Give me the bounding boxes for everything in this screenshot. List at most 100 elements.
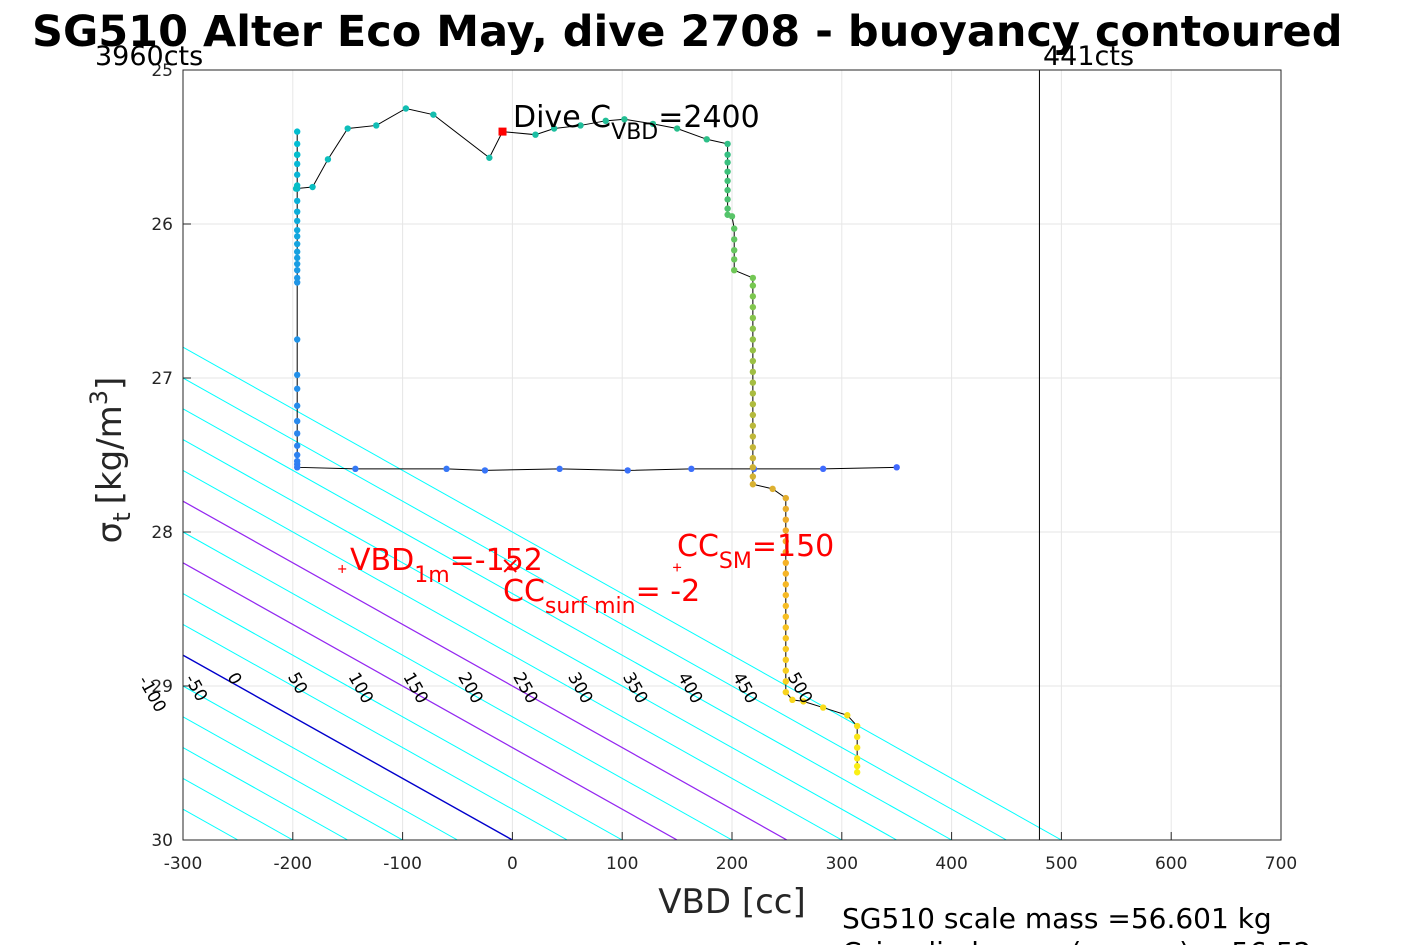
- profile-point: [724, 186, 731, 194]
- profile-point: [293, 442, 301, 449]
- profile-point: [293, 160, 301, 168]
- profile-point: [293, 451, 301, 459]
- profile-point: [782, 678, 790, 685]
- profile-point: [724, 205, 731, 212]
- profile-point: [749, 433, 757, 440]
- profile-point: [853, 744, 861, 751]
- profile-point: [749, 325, 757, 332]
- profile-point: [782, 656, 790, 664]
- x-ticks: -300 -200 -100 0 100 200 300 400 500 600 700: [164, 832, 1297, 874]
- profile-point: [293, 128, 301, 135]
- contour-line: [183, 408, 952, 840]
- profile-point: [292, 185, 300, 192]
- profile-point: [430, 111, 437, 118]
- profile-point: [293, 240, 301, 248]
- profile-point: [853, 762, 861, 770]
- profile-point: [673, 125, 681, 132]
- contour-line: [183, 346, 1062, 840]
- chart-title: SG510 Alter Eco May, dive 2708 - buoyanc…: [32, 7, 1343, 57]
- profile-point: [724, 177, 731, 185]
- profile-point: [782, 570, 790, 577]
- dive-cc-value: =2400: [658, 100, 759, 135]
- contour-line: [183, 531, 733, 840]
- y-tick-label: 26: [151, 215, 173, 235]
- profile-point: [293, 248, 301, 255]
- profile-point: [782, 591, 790, 599]
- x-tick-label: 400: [935, 854, 967, 874]
- count-label-right: 441cts: [1043, 41, 1134, 72]
- profile-point: [782, 527, 790, 534]
- cc-surf-min-annotation: CCsurf min= -2: [503, 574, 700, 619]
- profile-point: [373, 122, 380, 129]
- profile-point: [352, 465, 359, 473]
- markers: [338, 127, 682, 573]
- profile-point: [749, 336, 757, 343]
- y-axis-label-sub: t: [108, 512, 136, 521]
- profile-point: [782, 688, 790, 696]
- contour-line-purple: [183, 562, 678, 840]
- profile-point: [749, 444, 757, 451]
- profile-point: [730, 225, 738, 232]
- profile-point: [402, 105, 410, 112]
- profile-point: [293, 151, 301, 158]
- profile-point: [844, 712, 851, 719]
- profile-point: [293, 336, 301, 343]
- profile-point: [819, 704, 827, 711]
- profile-point: [324, 156, 332, 163]
- profile-point: [749, 481, 757, 488]
- profile-point: [749, 390, 757, 397]
- profile-point: [443, 465, 450, 473]
- x-tick-label: 300: [826, 854, 858, 874]
- cc-sm-annotation: CCSM=150: [677, 529, 834, 574]
- profile-point: [309, 183, 316, 191]
- profile-point: [782, 624, 790, 631]
- profile-point: [853, 733, 861, 741]
- count-label-left: 3960cts: [95, 41, 203, 72]
- profile-point: [893, 464, 900, 471]
- x-tick-label: 0: [507, 854, 518, 874]
- y-tick-label: 27: [151, 369, 173, 389]
- y-tick-label: 25: [151, 61, 173, 81]
- profile-point: [293, 385, 301, 392]
- profile-point: [730, 236, 738, 243]
- profile-point: [749, 379, 757, 386]
- profile-point: [293, 402, 301, 409]
- y-tick-label: 28: [151, 523, 173, 543]
- contour-line: [183, 593, 623, 840]
- profile-point: [724, 168, 731, 175]
- contour-line: [183, 377, 1007, 840]
- profile-point: [782, 602, 790, 610]
- contour-line-zero: [183, 654, 513, 840]
- profile-point: [532, 131, 539, 138]
- profile-point: [749, 274, 757, 282]
- cc-surf-min-sub: surf min: [545, 594, 636, 619]
- vbd-1m-sub: 1m: [414, 563, 449, 588]
- y-axis-label-unit: [kg/m: [90, 405, 130, 504]
- profile-point: [749, 368, 757, 376]
- profile-point: [749, 303, 757, 311]
- cc-surf-min-value: = -2: [636, 574, 701, 609]
- profile-point: [602, 117, 609, 125]
- cc-sm-sub: SM: [719, 549, 752, 574]
- profile-point: [481, 467, 489, 474]
- profile-point: [293, 260, 301, 268]
- vbd-1m-value: =-152: [450, 543, 543, 578]
- dive-cc-annotation: Dive CVBD=2400: [513, 100, 760, 145]
- profile-point: [749, 464, 757, 471]
- contour-line: [183, 623, 568, 840]
- profile-point: [749, 282, 757, 289]
- y-axis-label-close: ]: [90, 377, 130, 390]
- profile-point: [782, 667, 790, 674]
- contour-line: [0, 70, 73, 840]
- x-tick-label: 600: [1155, 854, 1187, 874]
- profile-point: [782, 635, 790, 642]
- profile-point: [782, 505, 790, 513]
- x-tick-label: 200: [716, 854, 748, 874]
- profile-point: [730, 246, 738, 254]
- profile-point: [556, 465, 563, 473]
- vbd-1m-annotation: VBD1m=-152: [350, 543, 543, 588]
- profile-point: [853, 755, 861, 762]
- profile-point: [800, 698, 807, 705]
- profile-point: [293, 171, 301, 178]
- profile-point: [819, 465, 827, 473]
